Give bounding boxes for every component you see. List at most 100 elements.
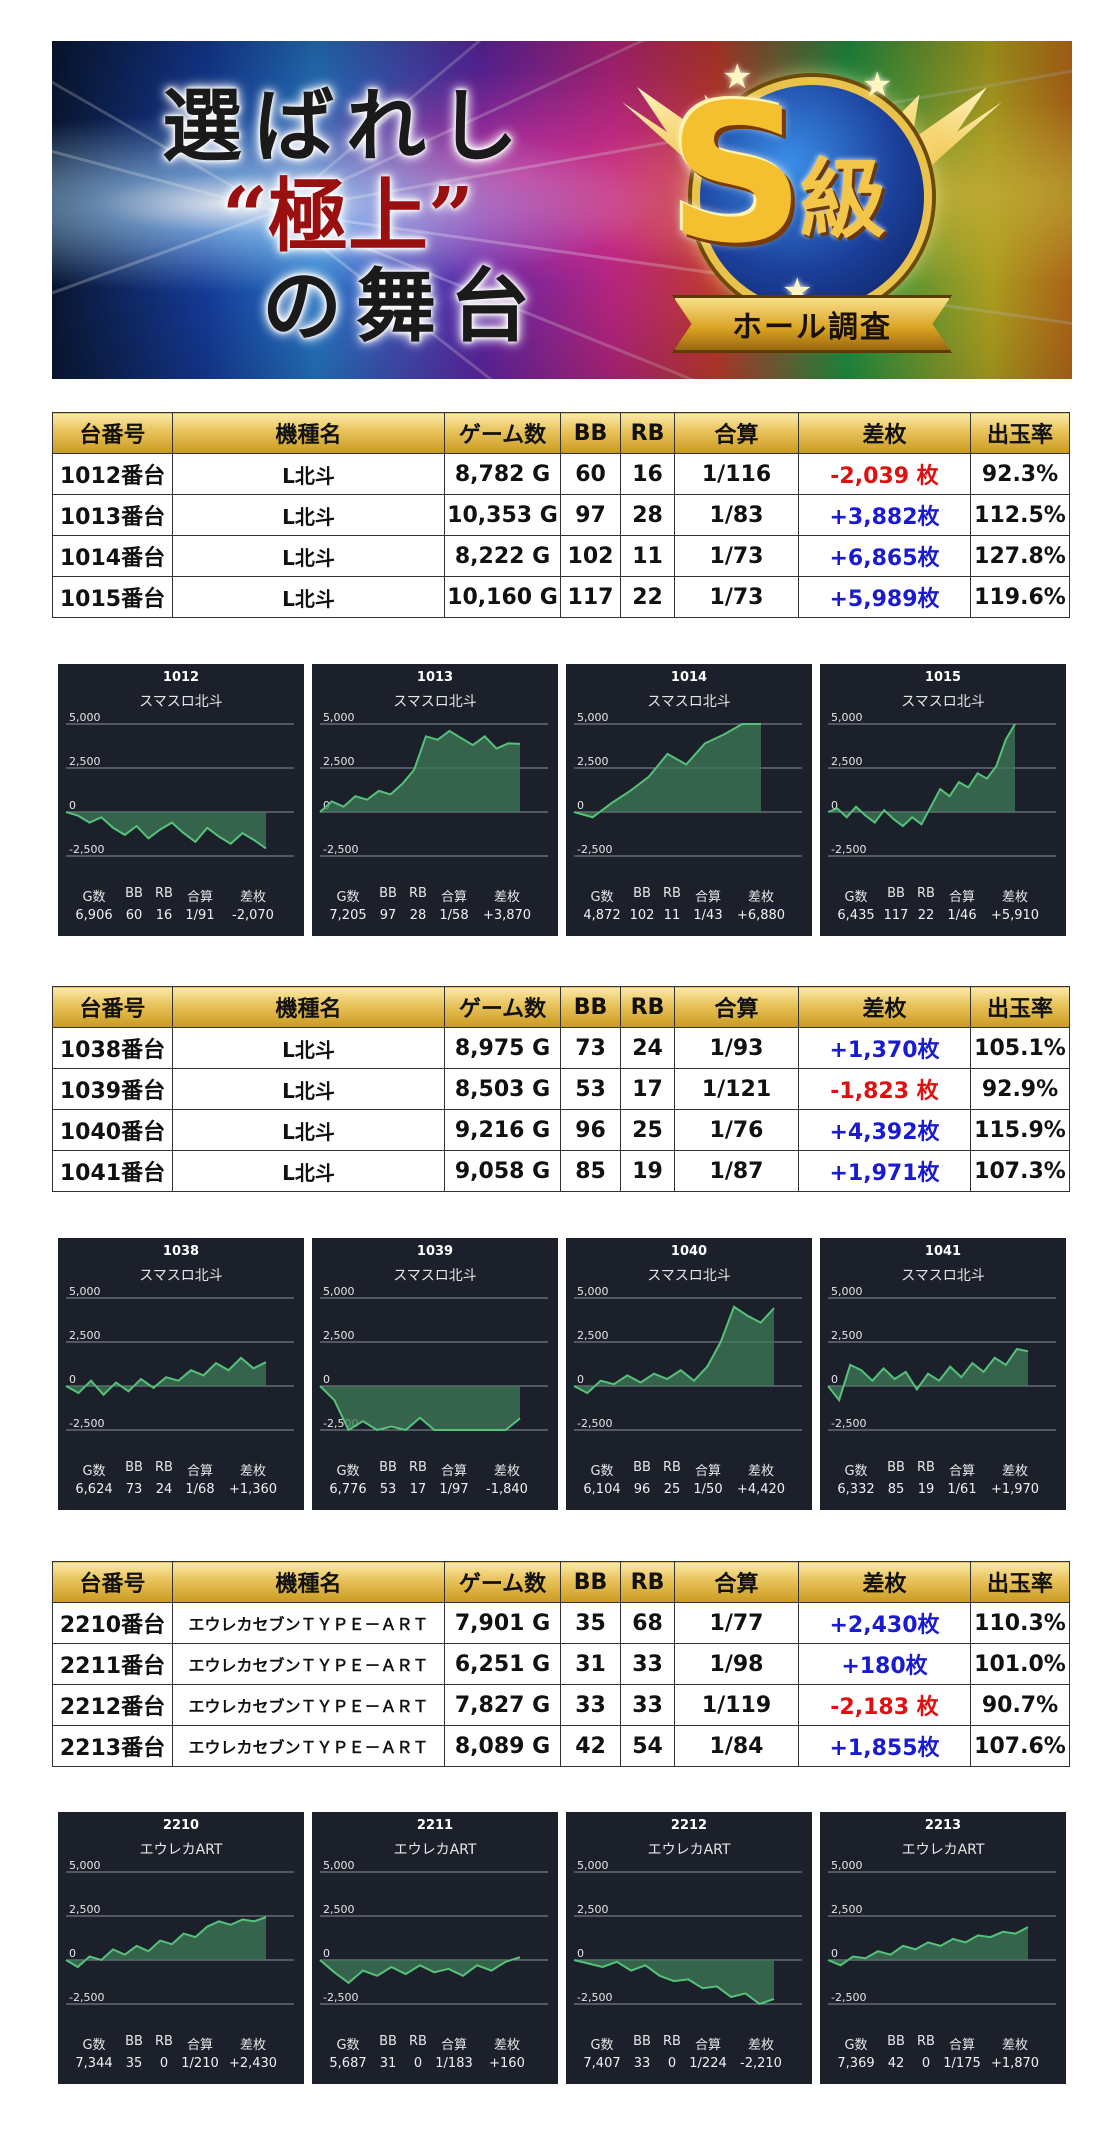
game-count: 7,827 G: [444, 1684, 561, 1726]
stat-value: 1/224: [689, 2056, 727, 2071]
stat-label: G数: [844, 2038, 868, 2053]
payout-rate: 101.0%: [970, 1643, 1070, 1685]
game-count: 10,160 G: [444, 576, 561, 618]
stat-value: +1,970: [990, 1482, 1040, 1497]
stat-label: BB: [379, 2034, 397, 2049]
slump-area: [320, 1957, 520, 1983]
stat-label: 合算: [186, 2038, 213, 2053]
stat-value: 0: [667, 2056, 677, 2071]
rb-count: 54: [620, 1725, 675, 1767]
slump-line: [827, 1926, 1029, 1967]
ribbon: ホール調査: [672, 295, 952, 353]
stat-value: +2,430: [228, 2056, 278, 2071]
y-tick-label: 5,000: [831, 1285, 863, 1298]
stat-value: 35: [125, 2056, 143, 2071]
stat-value: -1,840: [486, 1482, 528, 1497]
y-tick-label: -2,500: [69, 1991, 104, 2004]
machine-number: 1014番台: [52, 535, 173, 577]
slump-chart-card: 2210 エウレカART 5,000 2,500 0 -2,500 G数 BB RB 合算 差枚 7,…: [58, 1812, 304, 2084]
y-tick-label: 0: [831, 1373, 838, 1386]
bb-count: 53: [560, 1068, 621, 1110]
stat-label: 差枚: [493, 890, 520, 905]
machine-stats-table: 台番号 機種名 ゲーム数 BB RB 合算 差枚 出玉率 2210番台 エウレカセブンＴＹＰＥ－Ａ…: [52, 1561, 1070, 1767]
banner-line-3: の舞台: [262, 259, 544, 353]
slump-graph: 5,000 2,500 0 -2,500: [65, 1859, 294, 2005]
stat-value: 85: [887, 1482, 905, 1497]
stat-label: 合算: [694, 2038, 721, 2053]
y-tick-label: 5,000: [323, 1859, 355, 1872]
coin-difference: +4,392枚: [798, 1109, 971, 1151]
coin-difference: -1,823 枚: [798, 1068, 971, 1110]
column-header: RB: [620, 986, 675, 1028]
stat-value: 17: [409, 1482, 427, 1497]
stat-value: 1/46: [947, 908, 977, 923]
model-name: L北斗: [172, 1150, 445, 1192]
machine-number: 1041番台: [52, 1150, 173, 1192]
machine-number: 1012番台: [52, 453, 173, 495]
bb-count: 42: [560, 1725, 621, 1767]
stat-label: 合算: [694, 890, 721, 905]
stat-value: 1/50: [693, 1482, 723, 1497]
stat-label: RB: [409, 886, 427, 901]
column-header: 合算: [674, 1561, 799, 1603]
slump-area: [574, 1960, 774, 2004]
bb-count: 33: [560, 1684, 621, 1726]
y-tick-label: -2,500: [831, 843, 866, 856]
column-header: ゲーム数: [444, 986, 561, 1028]
model-name: L北斗: [172, 535, 445, 577]
stat-label: RB: [663, 886, 681, 901]
combined-rate: 1/76: [674, 1109, 799, 1151]
y-tick-label: -2,500: [577, 1417, 612, 1430]
stat-value: +3,870: [482, 908, 532, 923]
rb-count: 25: [620, 1109, 675, 1151]
stat-value: 7,344: [75, 2056, 113, 2071]
slump-graph: 5,000 2,500 0 -2,500: [573, 711, 802, 857]
bb-count: 73: [560, 1027, 621, 1069]
coin-difference: +3,882枚: [798, 494, 971, 536]
chart-model-name: スマスロ北斗: [393, 1268, 477, 1284]
stat-value: +4,420: [736, 1482, 786, 1497]
star-icon: ★: [862, 65, 893, 105]
model-name: L北斗: [172, 1027, 445, 1069]
stat-value: 1/97: [439, 1482, 469, 1497]
chart-machine-id: 1014: [670, 670, 708, 685]
machine-number: 1013番台: [52, 494, 173, 536]
y-tick-label: -2,500: [577, 843, 612, 856]
stat-label: 合算: [440, 2038, 467, 2053]
stat-label: RB: [917, 886, 935, 901]
column-header: ゲーム数: [444, 412, 561, 454]
stat-label: G数: [590, 890, 614, 905]
rb-count: 33: [620, 1684, 675, 1726]
game-count: 8,782 G: [444, 453, 561, 495]
stat-label: 合算: [440, 1464, 467, 1479]
stat-label: RB: [155, 1460, 173, 1475]
banner-line-2: “極上”: [222, 169, 475, 263]
machine-stats-table: 台番号 機種名 ゲーム数 BB RB 合算 差枚 出玉率 1038番台 L北斗 8,975 G 73 2…: [52, 986, 1070, 1192]
y-tick-label: -2,500: [323, 843, 358, 856]
machine-number: 2210番台: [52, 1602, 173, 1644]
stat-label: BB: [633, 886, 651, 901]
slump-chart-card: 1014 スマスロ北斗 5,000 2,500 0 -2,500 G数 BB RB 合算 差枚 4,8…: [566, 664, 812, 936]
slump-graph: 5,000 2,500 0 -2,500: [573, 1285, 802, 1431]
chart-machine-id: 2210: [162, 1818, 200, 1833]
badge-letter: S: [668, 64, 805, 285]
slump-chart-card: 1013 スマスロ北斗 5,000 2,500 0 -2,500 G数 BB RB 合算 差枚 7,2…: [312, 664, 558, 936]
machine-number: 1039番台: [52, 1068, 173, 1110]
column-header: 差枚: [798, 412, 971, 454]
y-tick-label: 5,000: [323, 711, 355, 724]
y-tick-label: 0: [323, 1373, 330, 1386]
y-tick-label: 0: [831, 799, 838, 812]
stat-label: G数: [336, 2038, 360, 2053]
stat-label: 合算: [186, 890, 213, 905]
chart-stat-labels: G数 BB RB 合算 差枚: [580, 2034, 800, 2053]
table-row: 2210番台 エウレカセブンＴＹＰＥ－ＡＲＴ 7,901 G 35 68 1/77 +2,4…: [52, 1602, 1070, 1644]
rb-count: 17: [620, 1068, 675, 1110]
machine-stats-table: 台番号 機種名 ゲーム数 BB RB 合算 差枚 出玉率 1012番台 L北斗 8,782 G 60 1…: [52, 412, 1070, 618]
rb-count: 19: [620, 1150, 675, 1192]
y-tick-label: 2,500: [69, 1329, 101, 1342]
slump-line: [827, 1347, 1029, 1403]
machine-number: 1038番台: [52, 1027, 173, 1069]
table-header-row: 台番号 機種名 ゲーム数 BB RB 合算 差枚 出玉率: [52, 1561, 1070, 1603]
table-row: 1041番台 L北斗 9,058 G 85 19 1/87 +1,971枚 107.3%: [52, 1150, 1070, 1192]
stat-value: 102: [629, 908, 655, 923]
